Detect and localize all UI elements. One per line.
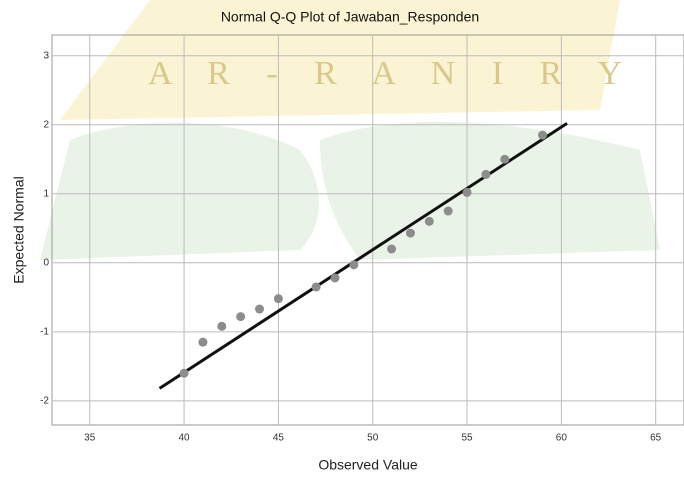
data-point (330, 273, 339, 282)
y-tick-label: 3 (43, 50, 49, 61)
data-point (255, 305, 264, 314)
watermark-text: A R - R A N I R Y (148, 55, 636, 92)
data-point (198, 338, 207, 347)
data-point (217, 322, 226, 331)
data-point (500, 155, 509, 164)
x-tick-label: 60 (556, 433, 568, 444)
data-point (236, 312, 245, 321)
data-point (312, 282, 321, 291)
chart-title: Normal Q-Q Plot of Jawaban_Responden (221, 9, 479, 25)
chart: A R - R A N I R Y 35 40 45 50 55 60 65 -2 -1 0 1 2 3… (0, 0, 684, 479)
data-point (463, 188, 472, 197)
x-tick-label: 55 (461, 433, 473, 444)
data-point (538, 131, 547, 140)
x-tick-label: 40 (178, 433, 190, 444)
y-tick-label: 1 (43, 188, 49, 199)
x-tick-label: 50 (367, 433, 379, 444)
data-point (180, 369, 189, 378)
y-tick-label: 0 (43, 257, 49, 268)
x-tick-label: 65 (650, 433, 662, 444)
watermark-shape (40, 123, 319, 261)
y-tick-label: 2 (43, 119, 49, 130)
x-tick-label: 45 (273, 433, 285, 444)
data-point (349, 260, 358, 269)
data-point (444, 207, 453, 216)
data-point (425, 217, 434, 226)
y-axis-label: Expected Normal (11, 176, 27, 283)
y-tick-label: -1 (40, 326, 49, 337)
x-tick-label: 35 (84, 433, 96, 444)
data-point (387, 244, 396, 253)
x-axis-label: Observed Value (318, 457, 418, 473)
data-point (406, 229, 415, 238)
data-point (274, 294, 283, 303)
y-tick-label: -2 (40, 395, 49, 406)
data-point (481, 170, 490, 179)
